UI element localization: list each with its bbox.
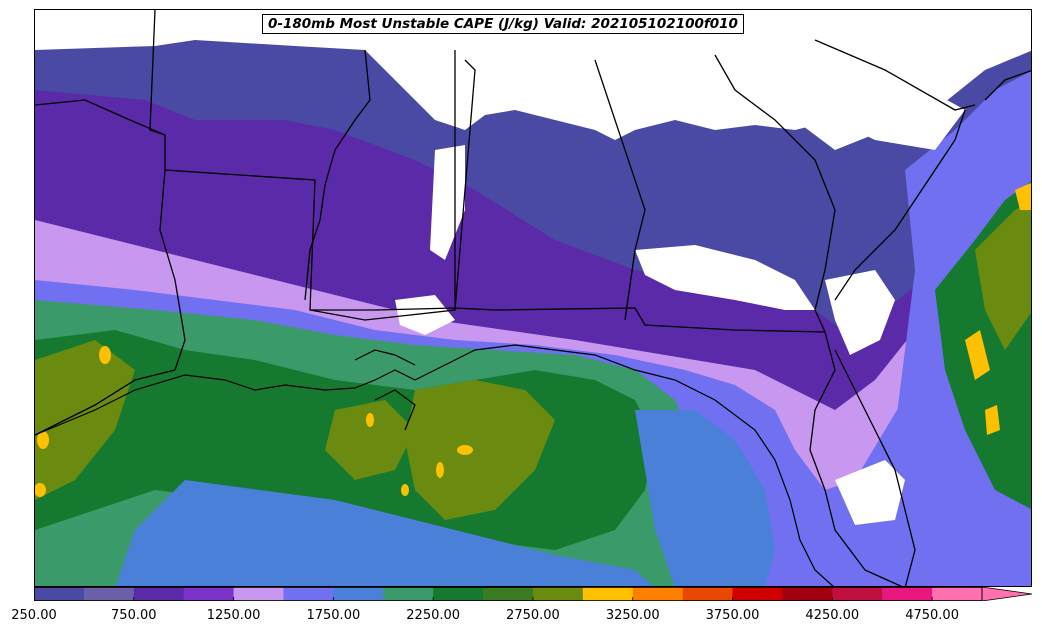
colorbar xyxy=(34,587,1033,601)
colorbar-swatch xyxy=(682,587,734,601)
colorbar-extend-arrow xyxy=(981,587,1033,601)
colorbar-tick-label: 1250.00 xyxy=(206,608,261,623)
state-boundaries xyxy=(35,10,1031,586)
no-data-region xyxy=(365,40,965,150)
colorbar-swatch xyxy=(333,587,384,601)
cape-max-spot xyxy=(99,346,111,364)
colorbar-swatch xyxy=(832,587,883,601)
colorbar-outline xyxy=(34,587,983,601)
colorbar-tick-label: 2250.00 xyxy=(406,608,461,623)
colorbar-swatch xyxy=(383,587,434,601)
colorbar-swatch xyxy=(582,587,634,601)
cape-field xyxy=(35,10,1031,586)
colorbar-swatch xyxy=(483,587,534,601)
colorbar-swatch xyxy=(632,587,684,601)
colorbar-tick-label: 4250.00 xyxy=(805,608,860,623)
colorbar-swatch xyxy=(34,587,85,601)
map-title: 0-180mb Most Unstable CAPE (J/kg) Valid:… xyxy=(262,14,744,34)
colorbar-swatch xyxy=(133,587,185,601)
colorbar-swatch xyxy=(932,587,983,601)
colorbar-swatch xyxy=(782,587,833,601)
colorbar-tick-label: 750.00 xyxy=(111,608,157,623)
colorbar-tick-label: 250.00 xyxy=(11,608,57,623)
colorbar-tick-label: 3250.00 xyxy=(605,608,660,623)
colorbar-tick-label: 2750.00 xyxy=(506,608,560,623)
gulf-coastline xyxy=(35,344,834,586)
colorbar-swatch xyxy=(183,587,235,601)
colorbar-swatch xyxy=(882,587,933,601)
colorbar-swatch xyxy=(283,587,334,601)
colorbar-tick-label: 3750.00 xyxy=(705,608,760,623)
colorbar-tick-label: 4750.00 xyxy=(905,608,959,623)
colorbar-tick-label: 1750.00 xyxy=(306,608,361,623)
colorbar-swatch xyxy=(732,587,783,601)
colorbar-swatch xyxy=(532,587,584,601)
cape-map xyxy=(34,9,1032,587)
colorbar-swatch xyxy=(233,587,284,601)
colorbar-swatch xyxy=(433,587,484,601)
colorbar-swatch xyxy=(83,587,135,601)
